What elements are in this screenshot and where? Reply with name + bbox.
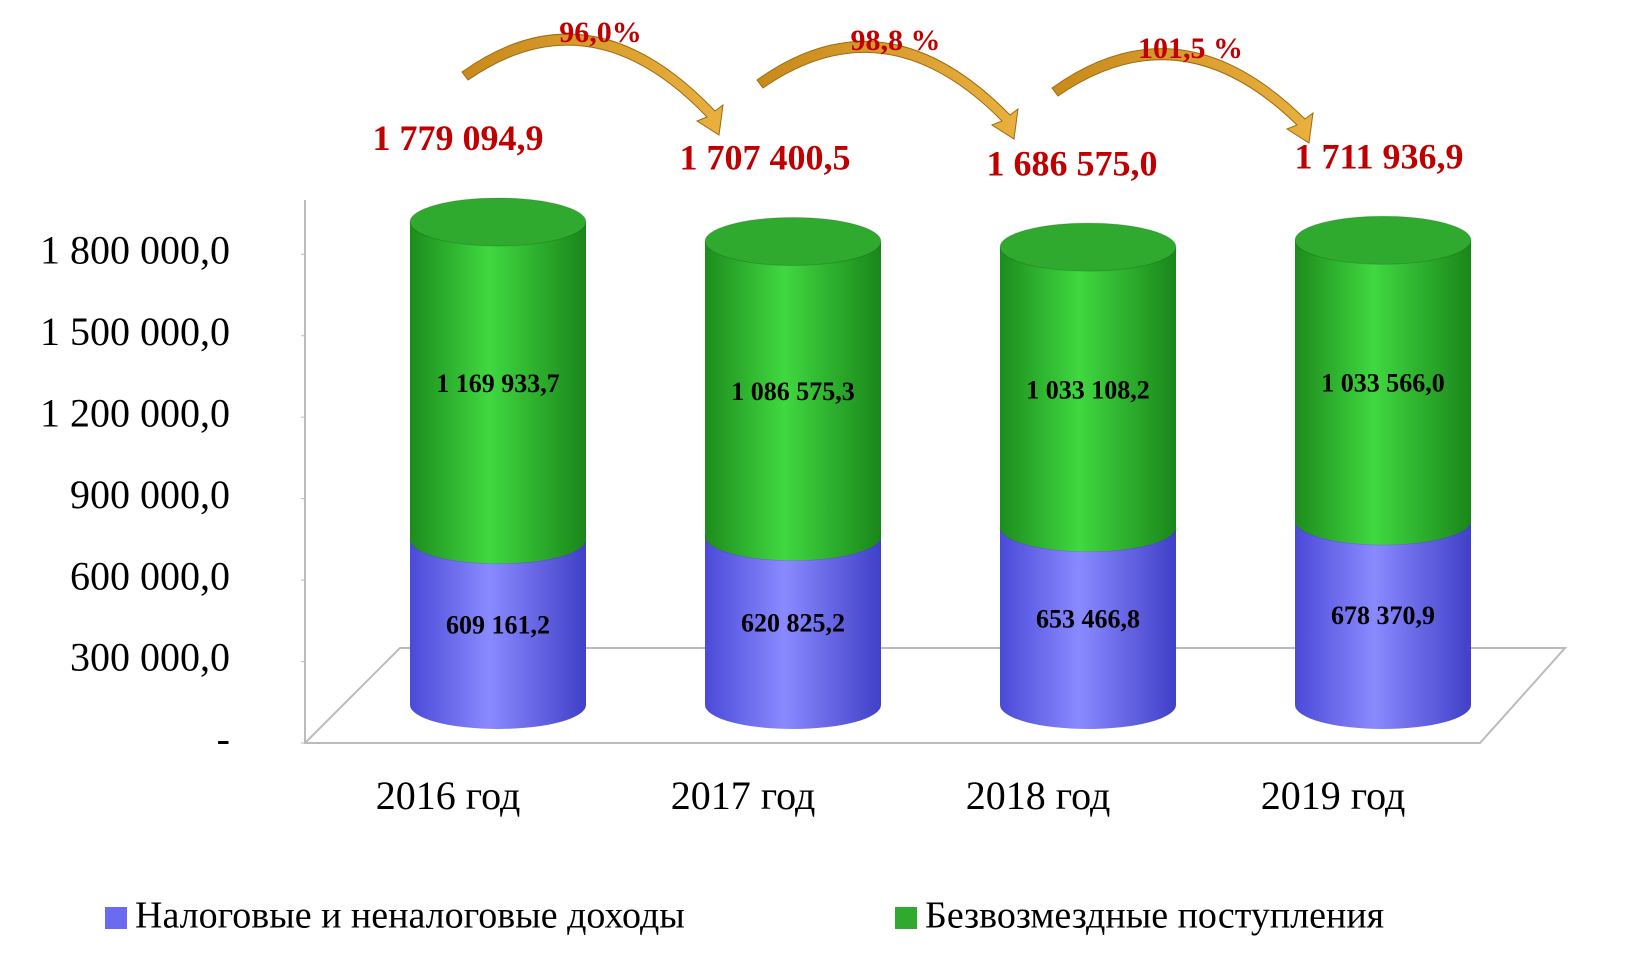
legend-swatch	[105, 907, 127, 929]
y-tick-label: 1 200 000,0	[40, 390, 230, 435]
y-tick-label: 1 800 000,0	[40, 227, 230, 272]
value-label: 1 169 933,7	[436, 369, 560, 398]
total-label: 1 686 575,0	[987, 143, 1158, 183]
value-label: 609 161,2	[446, 610, 550, 639]
bar	[704, 216, 882, 561]
y-tick-label: 900 000,0	[70, 472, 230, 517]
bar	[999, 222, 1177, 552]
y-tick-label: 1 500 000,0	[40, 309, 230, 354]
bar	[409, 197, 587, 564]
growth-arrow	[756, 40, 1019, 140]
total-label: 1 707 400,5	[680, 138, 851, 178]
x-tick-label: 2016 год	[376, 773, 521, 818]
y-tick-label: 300 000,0	[70, 635, 230, 680]
total-label: 1 711 936,9	[1294, 136, 1463, 176]
bar	[1294, 215, 1472, 545]
value-label: 678 370,9	[1331, 601, 1435, 630]
total-label: 1 779 094,9	[373, 118, 544, 158]
legend-swatch	[895, 907, 917, 929]
legend-label: Безвозмездные поступления	[925, 895, 1384, 937]
y-tick-label: 600 000,0	[70, 553, 230, 598]
value-label: 653 466,8	[1036, 604, 1140, 633]
value-label: 1 086 575,3	[731, 377, 855, 406]
growth-label: 98,8 %	[851, 24, 941, 57]
growth-arrow	[1051, 48, 1314, 144]
growth-label: 101,5 %	[1138, 32, 1243, 65]
growth-label: 96,0%	[559, 16, 642, 49]
value-label: 1 033 566,0	[1321, 368, 1445, 397]
growth-arrow	[461, 33, 724, 136]
value-label: 1 033 108,2	[1026, 375, 1150, 404]
y-tick-label: -	[217, 716, 230, 761]
plot-frame	[304, 200, 1568, 744]
legend-label: Налоговые и неналоговые доходы	[135, 895, 685, 937]
x-tick-label: 2017 год	[671, 773, 816, 818]
x-tick-label: 2019 год	[1261, 773, 1406, 818]
x-tick-label: 2018 год	[966, 773, 1111, 818]
value-label: 620 825,2	[741, 609, 845, 638]
